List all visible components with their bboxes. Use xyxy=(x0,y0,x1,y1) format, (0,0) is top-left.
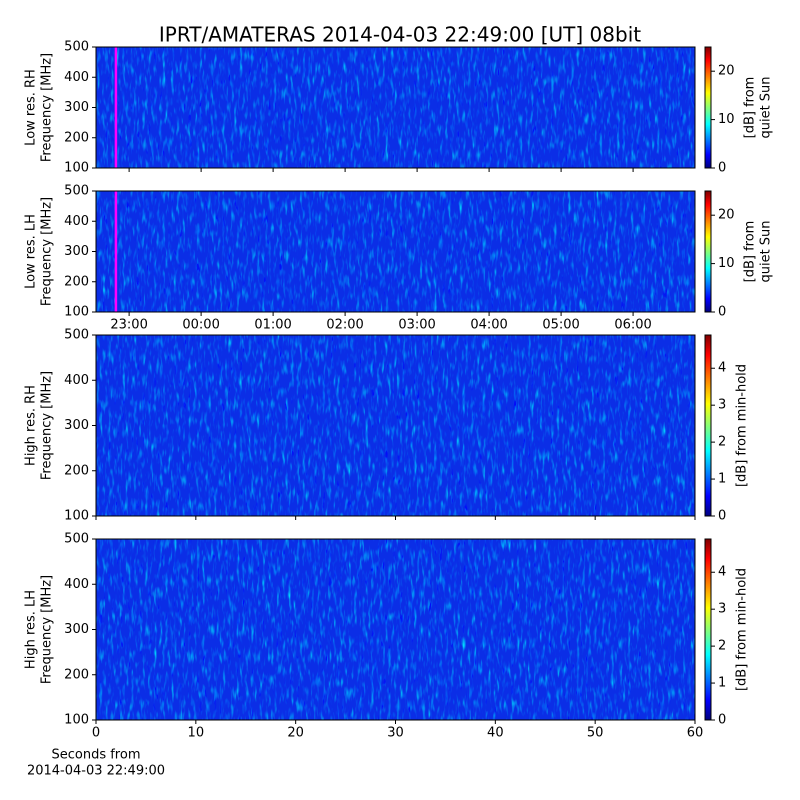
colorbar-tick-label: 0 xyxy=(718,305,726,320)
colorbar-tick-label: 1 xyxy=(718,676,726,691)
y-tick-label: 400 xyxy=(64,214,89,229)
y-tick-label: 100 xyxy=(64,305,89,320)
x-axis-label: Seconds from xyxy=(51,748,140,763)
x-tick-label: 20 xyxy=(287,726,304,741)
spectrogram-texture xyxy=(96,539,695,720)
figure-title: IPRT/AMATERAS 2014-04-03 22:49:00 [UT] 0… xyxy=(159,23,641,47)
colorbar-tick-label: 1 xyxy=(718,472,726,487)
colorbar-label: [dB] from xyxy=(743,221,758,283)
y-tick-label: 100 xyxy=(64,161,89,176)
x-tick-label: 10 xyxy=(188,726,205,741)
x-tick-label: 01:00 xyxy=(254,318,291,333)
x-tick-label: 0 xyxy=(92,726,100,741)
plot-frame xyxy=(95,190,696,313)
y-tick-label: 100 xyxy=(64,713,89,728)
y-tick-label: 300 xyxy=(64,418,89,433)
colorbar xyxy=(704,334,712,517)
colorbar-label: [dB] from min-hold xyxy=(735,568,750,691)
y-tick-label: 400 xyxy=(64,577,89,592)
colorbar-tick-label: 0 xyxy=(718,161,726,176)
colorbar-tick-label: 10 xyxy=(718,112,735,127)
colorbar-tick-label: 2 xyxy=(718,435,726,450)
colorbar xyxy=(704,538,712,721)
y-axis-label: Frequency [MHz] xyxy=(40,575,55,684)
y-axis-label: Frequency [MHz] xyxy=(40,53,55,162)
colorbar-label: [dB] from xyxy=(743,77,758,139)
colorbar-tick-label: 20 xyxy=(718,208,735,223)
y-tick-label: 300 xyxy=(64,622,89,637)
colorbar-tick-label: 0 xyxy=(718,509,726,524)
y-tick-label: 200 xyxy=(64,667,89,682)
colorbar-tick-label: 20 xyxy=(718,64,735,79)
x-tick-label: 05:00 xyxy=(542,318,579,333)
spectrogram-texture xyxy=(96,191,695,312)
x-tick-label: 30 xyxy=(387,726,404,741)
y-axis-label: Low res. RH xyxy=(24,69,39,146)
y-tick-label: 300 xyxy=(64,100,89,115)
y-tick-label: 200 xyxy=(64,463,89,478)
y-tick-label: 400 xyxy=(64,70,89,85)
colorbar-tick-label: 4 xyxy=(718,565,726,580)
y-tick-label: 500 xyxy=(64,40,89,55)
colorbar xyxy=(704,190,712,313)
colorbar-tick-label: 4 xyxy=(718,361,726,376)
x-tick-label: 04:00 xyxy=(470,318,507,333)
x-tick-label: 03:00 xyxy=(398,318,435,333)
y-tick-label: 300 xyxy=(64,244,89,259)
y-tick-label: 100 xyxy=(64,509,89,524)
y-axis-label: High res. LH xyxy=(24,590,39,669)
x-tick-label: 00:00 xyxy=(182,318,219,333)
x-axis-label: 2014-04-03 22:49:00 xyxy=(27,764,165,779)
y-axis-label: High res. RH xyxy=(24,385,39,466)
colorbar-label: [dB] from min-hold xyxy=(735,364,750,487)
y-axis-label: Frequency [MHz] xyxy=(40,197,55,306)
plot-frame xyxy=(95,538,696,721)
colorbar-tick-label: 2 xyxy=(718,639,726,654)
colorbar-tick-label: 3 xyxy=(718,602,726,617)
x-tick-label: 40 xyxy=(487,726,504,741)
y-tick-label: 400 xyxy=(64,373,89,388)
colorbar-tick-label: 10 xyxy=(718,256,735,271)
y-tick-label: 500 xyxy=(64,532,89,547)
y-axis-label: Frequency [MHz] xyxy=(40,371,55,480)
colorbar-label: quiet Sun xyxy=(759,220,774,282)
colorbar-tick-label: 3 xyxy=(718,398,726,413)
x-tick-label: 60 xyxy=(687,726,704,741)
x-tick-label: 23:00 xyxy=(110,318,147,333)
spectrogram-texture xyxy=(96,335,695,516)
y-tick-label: 200 xyxy=(64,274,89,289)
x-tick-label: 02:00 xyxy=(326,318,363,333)
colorbar-tick-label: 0 xyxy=(718,713,726,728)
y-tick-label: 200 xyxy=(64,130,89,145)
plot-frame xyxy=(95,334,696,517)
y-axis-label: Low res. LH xyxy=(24,214,39,289)
spectrogram-texture xyxy=(96,47,695,168)
colorbar xyxy=(704,46,712,169)
y-tick-label: 500 xyxy=(64,328,89,343)
y-tick-label: 500 xyxy=(64,184,89,199)
plot-frame xyxy=(95,46,696,169)
colorbar-label: quiet Sun xyxy=(759,76,774,138)
x-tick-label: 50 xyxy=(587,726,604,741)
x-tick-label: 06:00 xyxy=(614,318,651,333)
